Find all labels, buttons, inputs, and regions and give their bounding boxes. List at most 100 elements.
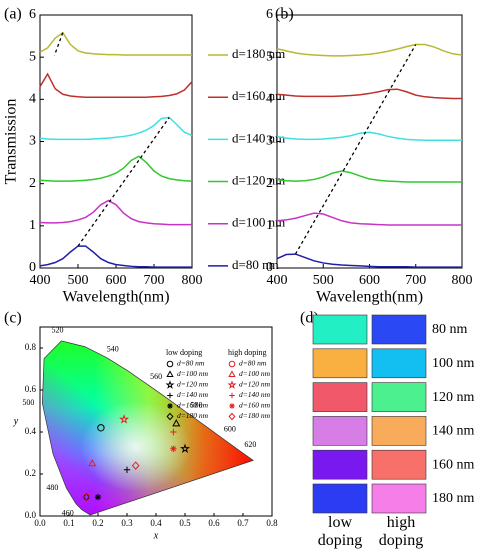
series-line: [276, 253, 462, 268]
plot-frame: [39, 14, 193, 269]
legend-marker: [228, 370, 236, 377]
x-tick-label: 0.0: [34, 518, 46, 528]
y-tick-label: 3: [29, 134, 36, 149]
legend-marker: [229, 403, 235, 409]
x-tick-label: 400: [30, 273, 51, 288]
swatch: [312, 382, 368, 412]
data-point: [88, 458, 97, 467]
wavelength-label: 500: [22, 398, 34, 407]
y-tick-label: 5: [29, 49, 36, 64]
row-label: 140 nm: [432, 424, 475, 439]
data-point: [119, 414, 130, 424]
x-tick-label: 0.8: [266, 518, 278, 528]
spectral-locus: [41, 340, 254, 516]
swatch: [371, 449, 427, 480]
y-tick-label: 6: [29, 7, 36, 22]
y-tick-label: 0.8: [25, 342, 37, 352]
legend-label: d=140 nm: [232, 130, 285, 145]
row-label: 180 nm: [432, 491, 475, 506]
x-tick-label: 0.2: [92, 518, 103, 528]
legend-label: d=120 nm: [239, 380, 271, 389]
legend-label: d=160 nm: [239, 401, 271, 410]
swatch: [371, 483, 427, 514]
legend-title: high doping: [228, 348, 266, 357]
swatch: [312, 314, 368, 345]
series-line: [39, 245, 192, 268]
legend-marker: [229, 392, 235, 399]
legend-label: d=80 nm: [232, 257, 279, 272]
y-axis-label: Transmission: [3, 99, 20, 185]
legend-marker: [165, 380, 175, 389]
legend-label: d=80 nm: [177, 359, 205, 368]
y-tick-label: 0.4: [25, 426, 37, 436]
plot-frame: [276, 14, 463, 269]
legend-label: d=180 nm: [177, 411, 209, 420]
y-tick-label: 0: [29, 260, 36, 275]
series-line: [39, 116, 193, 141]
legend-label: d=140 nm: [177, 390, 209, 399]
swatch: [371, 348, 427, 379]
legend-title: low doping: [166, 348, 202, 357]
wavelength-label: 480: [46, 483, 58, 492]
swatch: [371, 382, 427, 412]
wavelength-label: 520: [51, 326, 63, 335]
legend-marker: [166, 360, 174, 368]
legend-marker: [228, 412, 236, 421]
legend-label: d=120 nm: [177, 380, 209, 389]
x-axis-label: x: [153, 530, 159, 541]
series-line: [39, 199, 192, 226]
panel-label: (c): [4, 310, 22, 327]
x-axis-label: Wavelength(nm): [316, 289, 423, 306]
y-tick-label: 6: [266, 7, 273, 22]
x-tick-label: 400: [267, 273, 288, 288]
y-tick-label: 0.6: [25, 384, 37, 394]
legend-label: d=120 nm: [232, 173, 285, 188]
legend-label: d=100 nm: [177, 369, 209, 378]
series-line: [39, 72, 193, 98]
y-axis-label: y: [13, 416, 19, 427]
swatch: [312, 449, 368, 480]
x-tick-label: 700: [144, 273, 165, 288]
series-line: [276, 43, 463, 57]
data-point: [82, 493, 91, 501]
x-tick-label: 800: [182, 273, 203, 288]
swatch: [371, 314, 427, 345]
wavelength-label: 620: [244, 440, 256, 449]
data-point: [170, 428, 177, 436]
series-line: [39, 31, 192, 56]
x-tick-label: 0.1: [63, 518, 74, 528]
wavelength-label: 460: [62, 509, 74, 518]
legend-marker: [167, 403, 173, 409]
y-tick-label: 4: [29, 92, 36, 107]
x-tick-label: 700: [405, 273, 426, 288]
y-tick-label: 3: [266, 134, 273, 149]
white-point: [80, 401, 191, 492]
x-tick-label: 0.3: [121, 518, 133, 528]
x-tick-label: 0.5: [179, 518, 191, 528]
row-label: 100 nm: [432, 356, 475, 371]
column-label: low doping: [317, 514, 363, 549]
legend-label: d=140 nm: [239, 390, 271, 399]
wavelength-label: 540: [107, 344, 119, 353]
x-tick-label: 600: [359, 273, 380, 288]
series-line: [276, 131, 462, 141]
series-line: [276, 88, 462, 100]
trend-line: [294, 44, 417, 255]
row-label: 80 nm: [432, 322, 468, 337]
y-tick-label: 0: [266, 260, 273, 275]
y-tick-label: 4: [266, 92, 273, 107]
panel-label: (b): [275, 6, 294, 23]
y-tick-label: 1: [29, 218, 36, 233]
trend-line: [53, 32, 64, 56]
panel-label: (a): [4, 6, 22, 23]
series-line: [39, 155, 193, 182]
data-point: [131, 461, 140, 470]
swatch: [312, 416, 368, 446]
data-point: [97, 424, 105, 432]
legend-label: d=160 nm: [232, 88, 285, 103]
series-line: [276, 170, 462, 183]
row-label: 120 nm: [432, 390, 475, 405]
wavelength-label: 600: [224, 425, 236, 434]
legend-label: d=180 nm: [232, 46, 285, 61]
